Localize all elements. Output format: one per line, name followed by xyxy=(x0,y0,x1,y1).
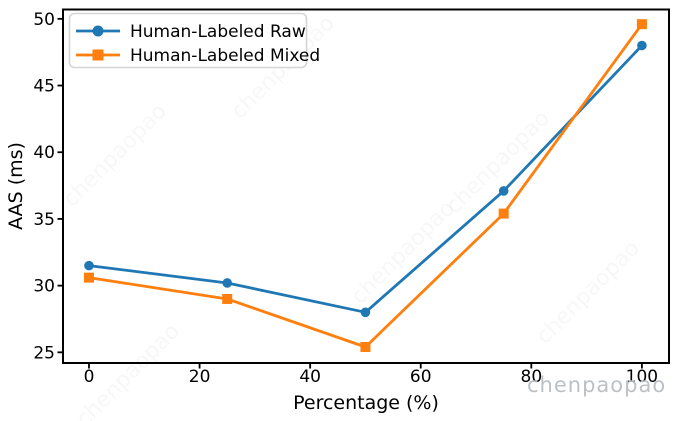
diagonal-watermark-text: chenpaopao xyxy=(59,99,172,212)
data-point-human-labeled-raw xyxy=(360,307,371,318)
legend-item-mixed: Human-Labeled Mixed xyxy=(76,46,320,66)
data-point-human-labeled-mixed xyxy=(498,208,509,219)
plot-border xyxy=(62,8,670,364)
y-tick-label: 50 xyxy=(33,10,55,30)
diagonal-watermark-text: chenpaopao xyxy=(532,236,645,349)
data-point-human-labeled-mixed xyxy=(636,19,647,30)
x-axis-label: Percentage (%) xyxy=(293,392,439,414)
data-point-human-labeled-mixed xyxy=(360,341,371,352)
legend-label-raw: Human-Labeled Raw xyxy=(130,22,306,42)
y-tick-label: 30 xyxy=(33,277,55,297)
x-tick-label: 0 xyxy=(84,367,95,387)
data-point-human-labeled-raw xyxy=(84,260,94,271)
data-point-human-labeled-raw xyxy=(498,186,509,196)
diagonal-watermark-tiles: chenpaopaochenpaopaochenpaopaochenpaopao… xyxy=(59,11,645,421)
legend-item-raw: Human-Labeled Raw xyxy=(76,22,306,42)
data-point-human-labeled-mixed xyxy=(222,293,233,304)
legend-marker-square-icon xyxy=(92,49,104,61)
data-point-human-labeled-raw xyxy=(222,278,233,288)
x-tick-label: 80 xyxy=(521,367,543,387)
data-point-human-labeled-mixed xyxy=(83,272,94,283)
diagonal-watermark-text: chenpaopao xyxy=(442,106,555,219)
x-tick-label: 20 xyxy=(189,367,211,387)
data-point-human-labeled-raw xyxy=(637,40,647,51)
y-tick-label: 45 xyxy=(33,77,55,97)
x-tick-label: 100 xyxy=(626,367,658,387)
y-tick-label: 40 xyxy=(33,143,55,163)
legend-marker-circle-icon xyxy=(92,25,104,37)
axis-ticks: 0 20 40 60 80 100 25 30 35 40 45 50 xyxy=(33,10,658,387)
legend: Human-Labeled Raw Human-Labeled Mixed xyxy=(68,12,320,69)
y-tick-label: 25 xyxy=(33,343,55,363)
y-tick-label: 35 xyxy=(33,210,55,230)
watermark-text: chenpaopao xyxy=(527,373,666,397)
legend-box xyxy=(68,12,308,69)
y-axis-label: AAS (ms) xyxy=(5,142,27,230)
data-series xyxy=(83,19,647,352)
x-tick-label: 40 xyxy=(299,367,321,387)
legend-label-mixed: Human-Labeled Mixed xyxy=(130,46,320,66)
diagonal-watermark-text: chenpaopao xyxy=(347,196,460,309)
x-tick-label: 60 xyxy=(410,367,432,387)
